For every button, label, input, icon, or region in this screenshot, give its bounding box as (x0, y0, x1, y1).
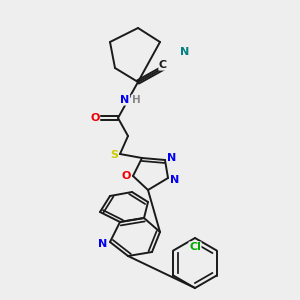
Text: O: O (121, 171, 131, 181)
Text: N: N (180, 47, 190, 57)
Text: N: N (167, 153, 177, 163)
Text: H: H (132, 95, 140, 105)
Text: Cl: Cl (189, 242, 201, 252)
Text: O: O (90, 113, 100, 123)
Text: N: N (170, 175, 180, 185)
Text: S: S (110, 150, 118, 160)
Text: C: C (159, 60, 167, 70)
Text: N: N (120, 95, 130, 105)
Text: N: N (98, 239, 108, 249)
